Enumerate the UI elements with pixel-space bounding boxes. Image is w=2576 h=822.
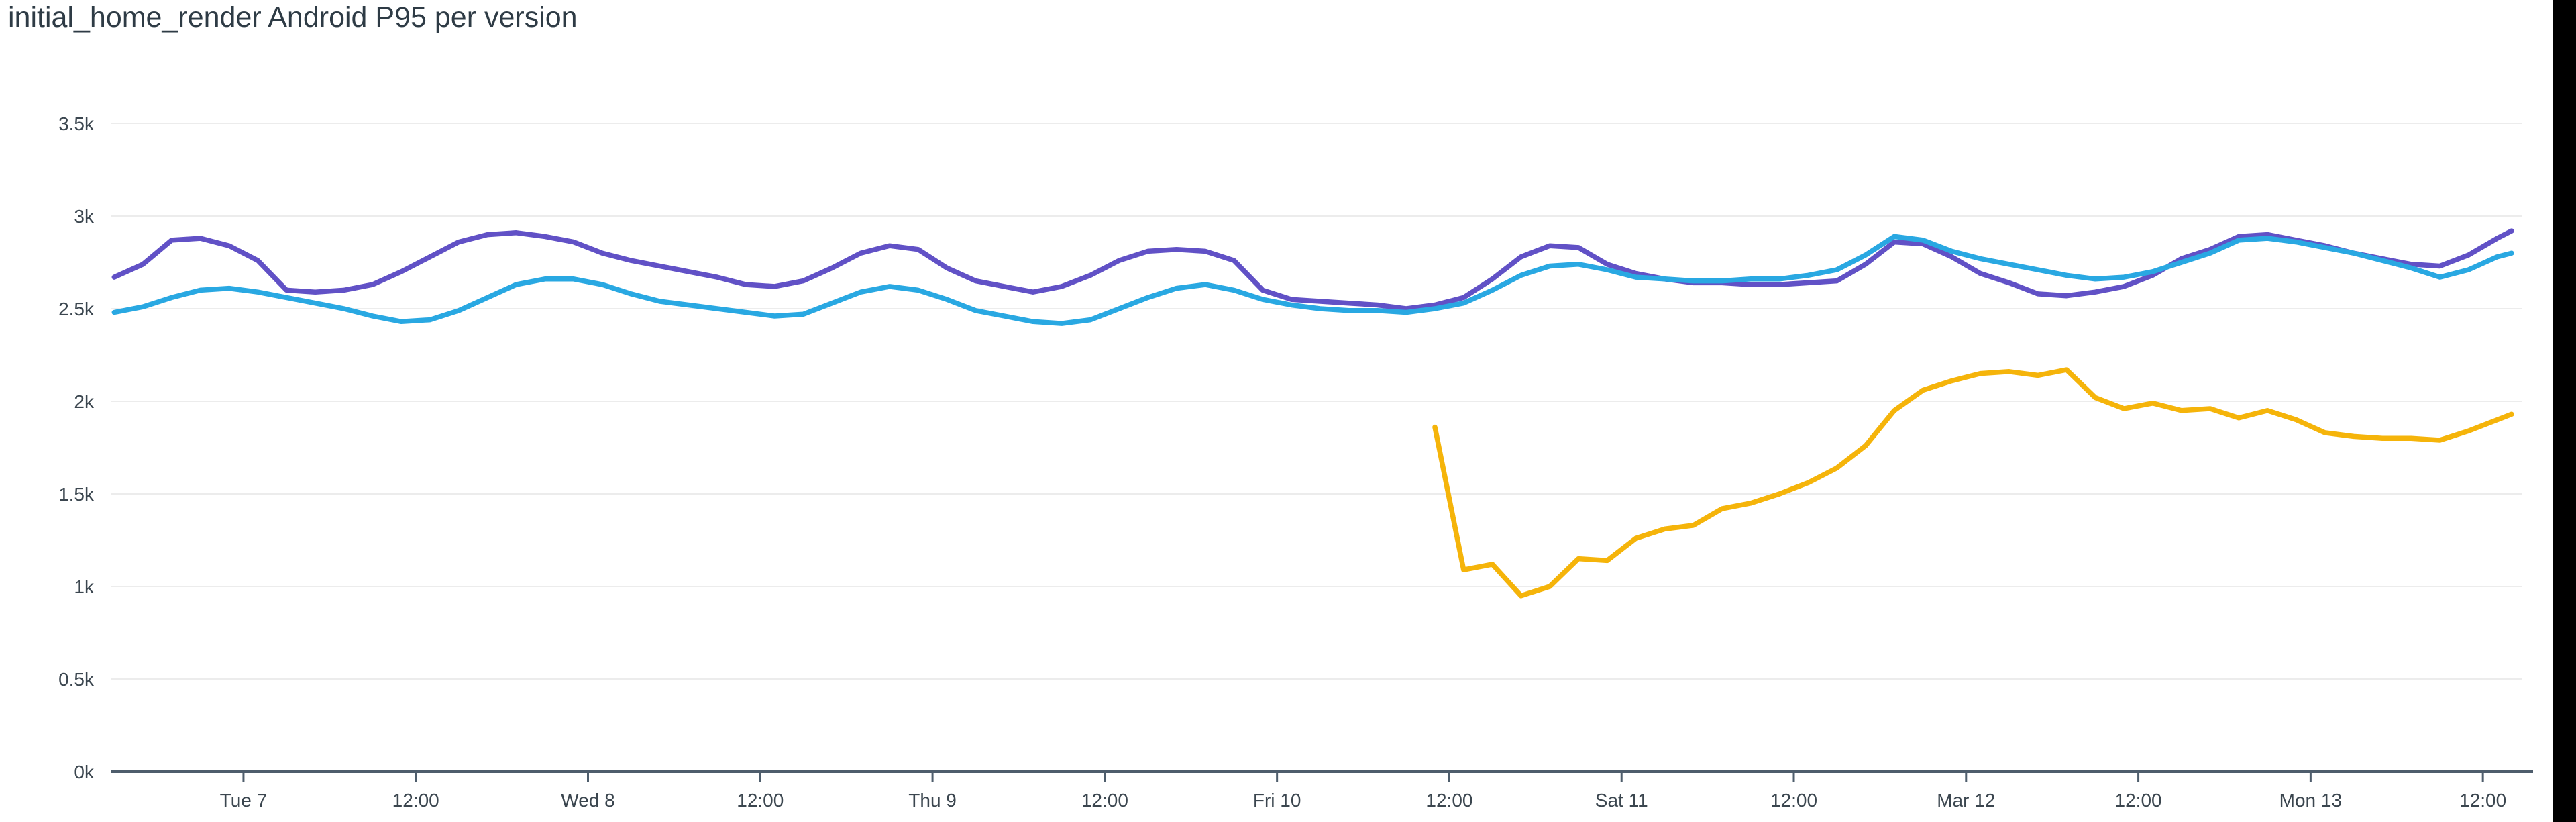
- x-axis-label: 12:00: [1426, 790, 1472, 811]
- chart-title: initial_home_render Android P95 per vers…: [8, 1, 578, 34]
- y-axis-label: 0k: [74, 762, 95, 782]
- x-axis-label: Mar 12: [1937, 790, 1995, 811]
- y-axis-label: 0.5k: [58, 669, 95, 690]
- y-axis-label: 1.5k: [58, 484, 95, 505]
- y-axis-label: 2k: [74, 391, 95, 412]
- x-axis-label: 12:00: [392, 790, 439, 811]
- x-axis-label: 12:00: [737, 790, 784, 811]
- x-axis-label: 12:00: [1081, 790, 1128, 811]
- series-line-purple-version[interactable]: [111, 228, 2514, 311]
- x-axis-label: Thu 9: [908, 790, 957, 811]
- y-axis-label: 1k: [74, 576, 95, 597]
- x-axis-label: Sat 11: [1595, 790, 1648, 811]
- x-axis-label: 12:00: [2115, 790, 2162, 811]
- y-axis-label: 3.5k: [58, 113, 95, 134]
- x-axis-label: Tue 7: [220, 790, 268, 811]
- series-line-yellow-version[interactable]: [1432, 367, 2514, 599]
- screen-edge-strip: [2553, 0, 2576, 822]
- series-line-blue-version[interactable]: [111, 234, 2514, 326]
- x-axis-label: Mon 13: [2279, 790, 2342, 811]
- x-axis-label: Fri 10: [1253, 790, 1301, 811]
- y-axis-label: 2.5k: [58, 299, 95, 319]
- x-axis-label: Wed 8: [561, 790, 614, 811]
- x-axis-label: 12:00: [2459, 790, 2506, 811]
- x-axis-label: 12:00: [1770, 790, 1817, 811]
- y-axis-label: 3k: [74, 206, 95, 227]
